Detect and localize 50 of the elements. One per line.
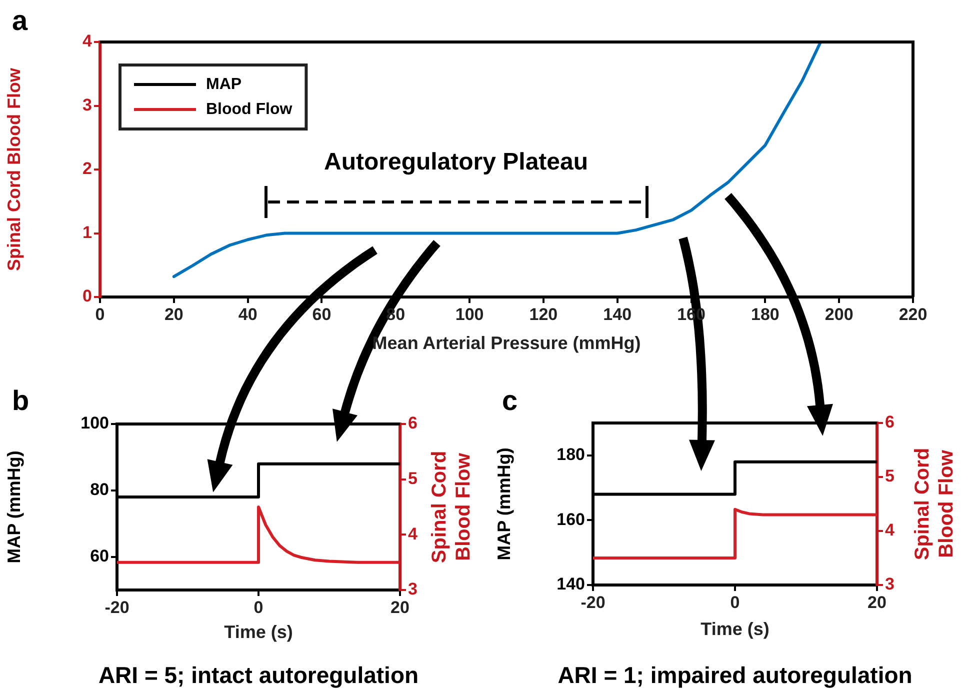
x-tick-label: 180 (750, 304, 780, 324)
y-tick-label: 2 (82, 159, 92, 178)
y-tick-label: 3 (82, 95, 92, 114)
legend-label: MAP (206, 76, 242, 93)
x-tick-label: 0 (730, 592, 740, 612)
text: ARI = 1; impaired autoregulation (558, 662, 912, 688)
text: ARI = 5; intact autoregulation (98, 662, 419, 688)
text: a (12, 5, 28, 36)
y-tick-label: 80 (90, 480, 109, 500)
y-tick-label: 60 (90, 546, 109, 566)
y-tick-label: 100 (80, 414, 109, 433)
y-tick-label: 4 (82, 32, 93, 51)
y2-axis-title: Spinal Cord Blood Flow (912, 448, 958, 560)
annotation: Autoregulatory Plateau (324, 148, 588, 176)
x-tick-label: 220 (898, 304, 928, 324)
y2-tick-label: 5 (408, 469, 418, 488)
x-tick-label: 40 (238, 304, 258, 324)
y-axis-title: MAP (mmHg) (494, 448, 514, 560)
y-tick-label: 180 (556, 445, 585, 464)
x-tick-label: -20 (104, 598, 130, 617)
x-tick-label: -20 (580, 592, 606, 612)
x-axis-title: Mean Arterial Pressure (mmHg) (372, 333, 641, 354)
x-tick-label: 100 (455, 304, 484, 324)
y-tick-label: 160 (556, 510, 585, 529)
y-axis-title: Spinal Cord Blood Flow (4, 67, 24, 271)
x-tick-label: 60 (312, 304, 332, 324)
y2-tick-label: 6 (408, 414, 418, 433)
y2-tick-label: 3 (885, 574, 894, 594)
x-tick-label: 20 (868, 592, 886, 612)
x-tick-label: 0 (254, 598, 264, 617)
y2-tick-label: 4 (885, 520, 895, 540)
y-tick-label: 0 (82, 286, 92, 306)
x-tick-label: 120 (529, 304, 558, 324)
y2-tick-label: 3 (408, 580, 418, 599)
x-axis-title: Time (s) (700, 619, 770, 640)
x-axis-title: Time (s) (224, 622, 293, 642)
text: b (12, 385, 30, 416)
y2-tick-label: 5 (885, 466, 894, 486)
x-tick-label: 20 (390, 598, 410, 617)
legend-label: Blood Flow (206, 100, 293, 118)
x-tick-label: 200 (824, 304, 854, 324)
x-tick-label: 140 (603, 304, 632, 324)
y-tick-label: 140 (556, 574, 585, 594)
text: c (502, 385, 518, 416)
y-axis-title: MAP (mmHg) (4, 450, 24, 564)
y2-axis-title: Spinal Cord Blood Flow (428, 450, 475, 564)
y2-tick-label: 6 (885, 412, 894, 432)
x-tick-label: 20 (164, 304, 184, 324)
y2-tick-label: 4 (408, 524, 418, 544)
y-tick-label: 1 (82, 222, 92, 242)
